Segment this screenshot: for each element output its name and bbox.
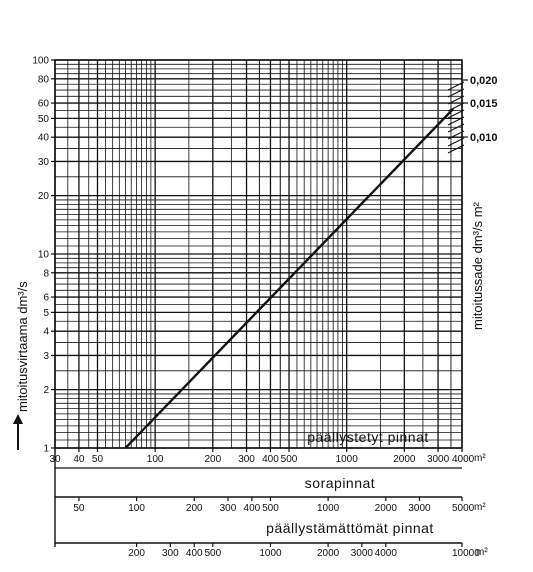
x-tick-label: 100 [147,454,164,465]
x-tick-label: 300 [162,548,179,559]
y-tick-label: 2 [43,385,49,396]
x-tick-label: 400 [186,548,203,559]
x-tick-label: 4000 [375,548,398,559]
right-axis-title: mitoitussade dm³/s m² [470,201,485,330]
x-tick-label: 4000 [452,454,475,465]
x-tick-label: 500 [262,503,279,514]
rainfall-scale-hatch [447,137,465,147]
x-tick-label: 300 [220,503,237,514]
right-tick-label: 0,015 [470,98,498,110]
scale-title-sorapinnat: sorapinnat [305,475,375,491]
y-tick-label: 10 [38,250,50,261]
x-tick-label: 10000 [452,548,480,559]
x-tick-label: 40 [73,454,85,465]
rainfall-scale-hatch [447,102,465,112]
rainfall-scale-hatch [447,88,465,98]
x-tick-label: 1000 [336,454,359,465]
right-tick-label: 0,020 [470,75,498,87]
y-tick-label: 6 [43,293,49,304]
x-tick-label: 3000 [408,503,431,514]
rainfall-scale-hatch [447,95,465,105]
rainfall-scale-hatch [447,109,465,119]
y-tick-label: 4 [43,327,49,338]
y-tick-label: 20 [38,191,50,202]
x-tick-label: 400 [262,454,279,465]
y-tick-label: 60 [38,99,50,110]
rainfall-scale-hatch [447,123,465,133]
y-tick-label: 3 [43,351,49,362]
tick-labels: 0,020 0,015 0,010 1 2 3 4 5 6 8 10 20 30 40 50 60 80 100 3… [32,56,497,560]
x-tick-label: 300 [238,454,255,465]
x-unit-label: m² [474,502,486,513]
y-tick-label: 40 [38,133,50,144]
x-tick-label: 2000 [375,503,398,514]
x-tick-label: 3000 [351,548,374,559]
y-tick-label: 50 [38,114,50,125]
series [124,108,455,449]
rainfall-scale-hatch [447,116,465,126]
x-tick-label: 30 [49,454,61,465]
x-tick-label: 200 [186,503,203,514]
y-tick-label: 8 [43,268,49,279]
axes [13,59,468,547]
x-tick-label: 2000 [393,454,416,465]
grid [54,59,463,449]
x-tick-label: 1000 [259,548,282,559]
x-unit-label: m² [476,547,488,558]
right-tick-label: 0,010 [470,132,498,144]
x-tick-label: 50 [92,454,104,465]
rainfall-scale-hatch [447,130,465,140]
x-tick-label: 5000 [452,503,475,514]
series-line-0 [124,108,455,449]
x-tick-label: 200 [204,454,221,465]
y-tick-label: 1 [43,444,49,455]
y-tick-label: 5 [43,308,49,319]
x-tick-label: 200 [128,548,145,559]
y-axis-title: mitoitusvirtaama dm³/s [15,281,30,412]
y-tick-label: 80 [38,74,50,85]
scale-title-paallystamattomat: päällystämättömät pinnat [266,520,434,536]
rainfall-scale-hatch [447,81,465,91]
rainfall-scale-hatch [447,144,465,154]
x-tick-label: 2000 [317,548,340,559]
scale-title-paallystetyt: päällystetyt pinnat [307,429,429,445]
x-tick-label: 400 [244,503,261,514]
x-tick-label: 3000 [427,454,450,465]
x-tick-label: 100 [128,503,145,514]
x-tick-label: 50 [73,503,85,514]
y-tick-label: 100 [32,56,49,67]
y-tick-label: 30 [38,157,50,168]
x-tick-label: 1000 [317,503,340,514]
x-unit-label: m² [474,453,486,464]
x-tick-label: 500 [281,454,298,465]
x-tick-label: 500 [204,548,221,559]
y-axis-arrow-head [13,414,23,424]
